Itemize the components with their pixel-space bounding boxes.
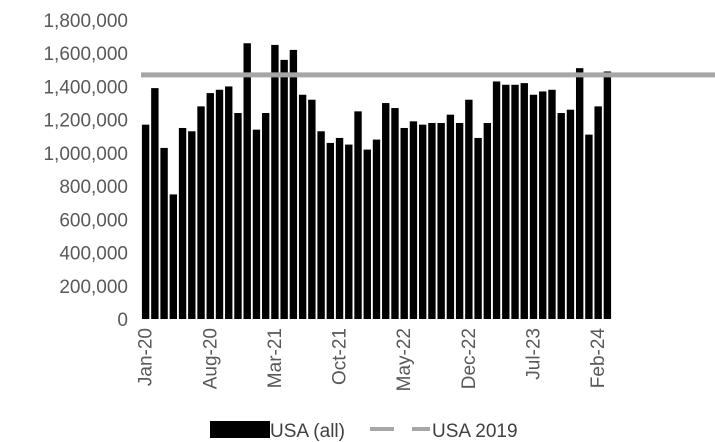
x-tick-label: Oct-21 [330,328,351,385]
bar [289,49,298,320]
bar [298,94,307,319]
bar [548,89,556,320]
bar [409,121,418,319]
x-tick-label: Feb-24 [588,328,609,389]
x-tick-label: Jan-20 [136,328,157,386]
bars-usa-all [141,43,612,320]
y-axis: 0 200,000 400,000 600,000 800,000 1,000,000 1,… [43,11,128,331]
bar [345,144,353,319]
x-tick-label: Jul-23 [524,328,545,380]
bar [234,113,242,320]
x-tick-label: Dec-22 [459,328,480,389]
bar [511,84,519,319]
bar [492,81,501,320]
bar [483,122,492,320]
bar [557,113,565,320]
bar [169,194,178,319]
bar [271,44,279,320]
bar [215,89,224,320]
x-tick-label: Aug-20 [200,328,221,389]
x-tick-label: May-22 [394,328,415,391]
bar [151,88,159,319]
bar [372,139,381,319]
bar [206,93,214,319]
y-tick-label: 600,000 [59,210,128,231]
bar [160,147,168,319]
y-tick-label: 800,000 [59,177,128,198]
bar [363,149,371,319]
bar [520,83,528,320]
bar [474,137,482,319]
y-tick-label: 1,600,000 [43,44,128,65]
y-tick-label: 1,800,000 [43,11,128,32]
bar [197,106,205,319]
bar [603,71,612,320]
x-axis: Jan-20 Aug-20 Mar-21 Oct-21 May-22 Dec-22 Jul-… [136,328,610,392]
bar [326,142,335,319]
bar [594,106,602,319]
bar [529,94,538,319]
bar [382,103,390,319]
bar [188,131,196,319]
y-tick-label: 1,400,000 [43,77,128,98]
bar [502,84,510,319]
bar [539,91,547,320]
legend-label-usa-all: USA (all) [270,421,345,442]
y-tick-label: 200,000 [59,277,128,298]
bar [308,99,316,319]
x-tick-label: Mar-21 [265,328,286,388]
bar [141,124,150,320]
legend-label-usa-2019: USA 2019 [432,421,518,442]
bar [566,109,575,319]
bar [437,122,445,320]
bar [455,122,464,320]
bar [585,134,593,319]
y-tick-label: 1,200,000 [43,111,128,132]
bar [428,122,436,320]
bar [391,108,399,319]
bar [335,137,344,319]
y-tick-label: 1,000,000 [43,144,128,165]
bar [280,59,288,320]
bar [252,129,261,319]
bar [446,114,455,320]
bar [261,113,270,320]
bar [575,68,584,319]
bar [317,131,325,319]
bar [354,111,362,319]
bar [465,99,473,319]
bar [225,86,233,319]
legend: USA (all) USA 2019 [210,421,518,442]
legend-swatch-usa-all [210,421,270,438]
y-tick-label: 0 [117,310,128,331]
bar [418,124,427,320]
y-tick-label: 400,000 [59,244,128,265]
bar [400,127,408,319]
bar [178,127,187,319]
bar [243,43,251,319]
